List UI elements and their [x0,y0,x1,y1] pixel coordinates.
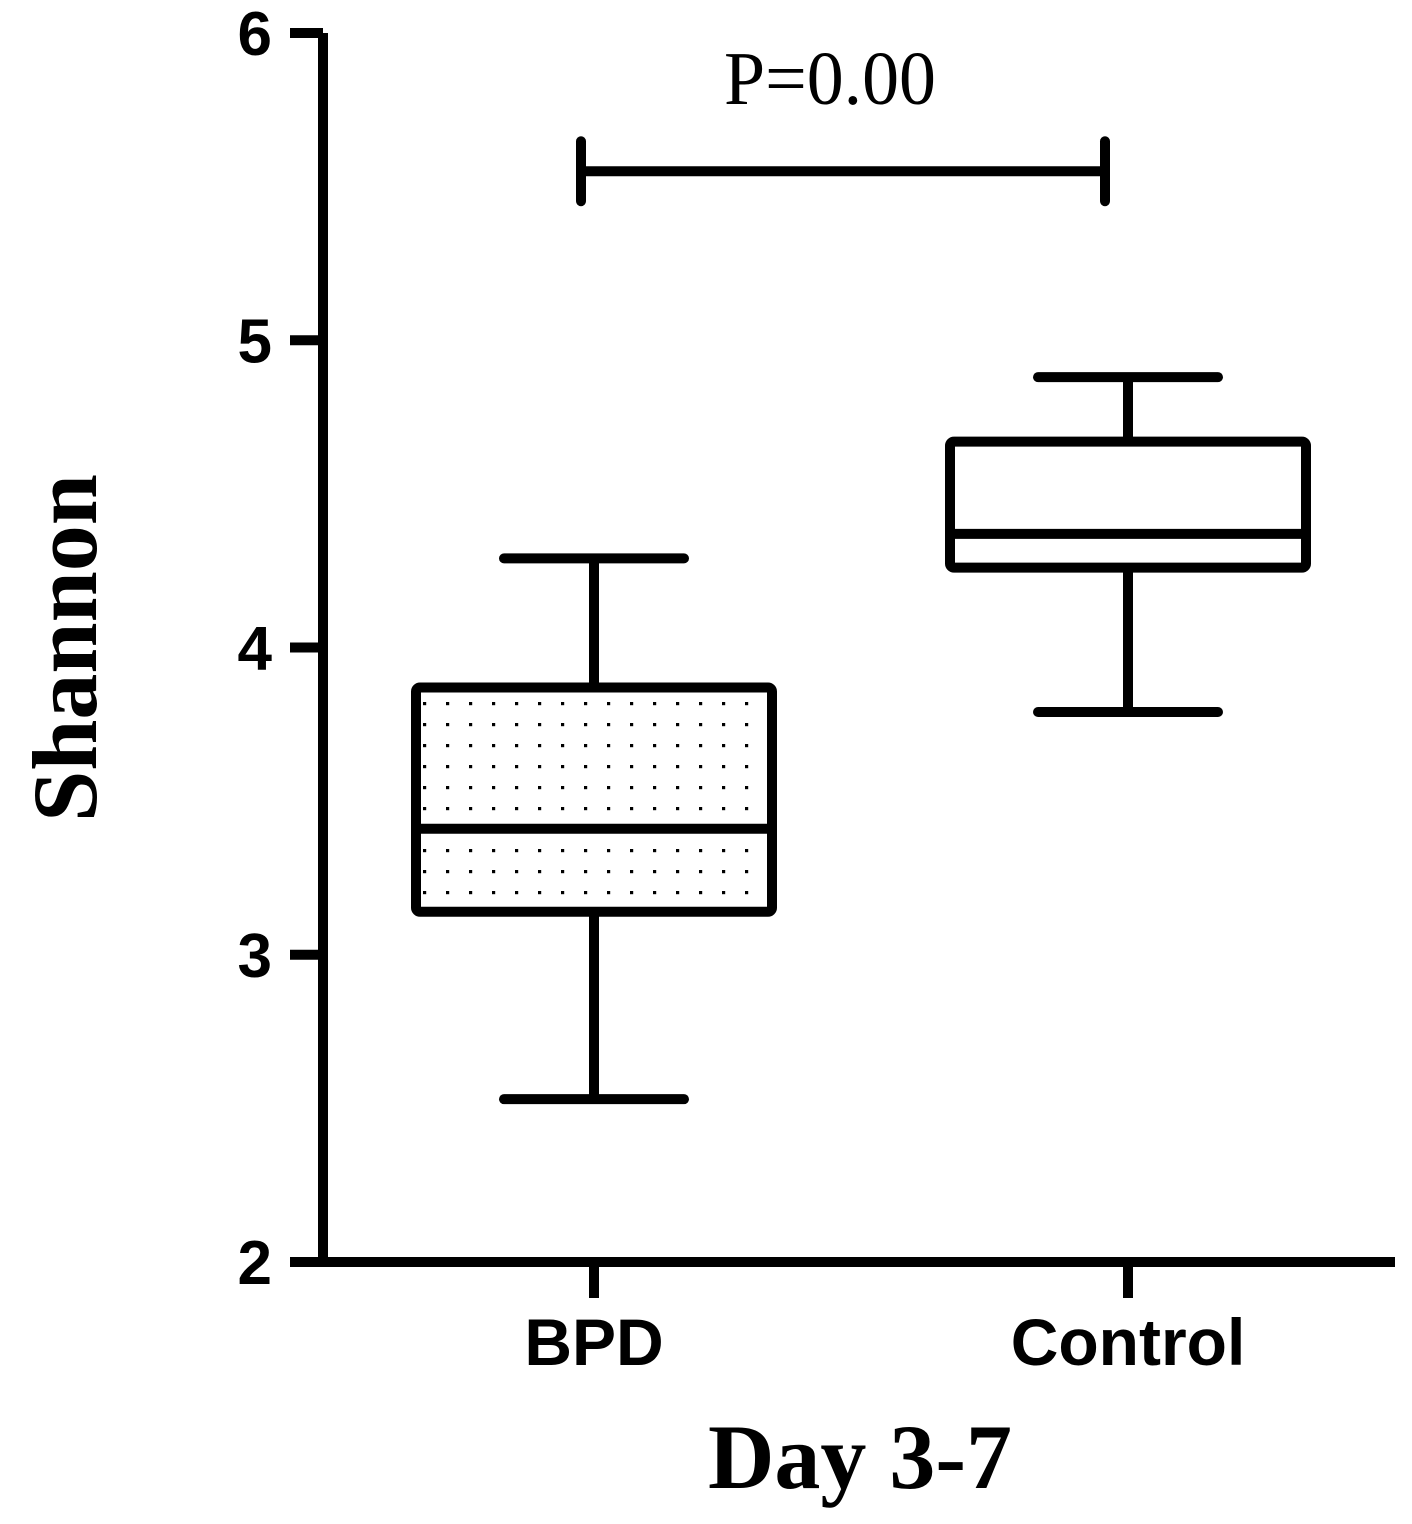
box-bpd [411,553,777,1105]
x-tick-label-control: Control [1011,1305,1246,1379]
significance-bracket [576,136,1110,207]
x-axis: BPD Control [290,1257,1395,1379]
significance-annotation: P=0.00 [576,37,1110,207]
y-ticks: 2 3 4 5 6 [238,0,323,1298]
y-tick-label: 4 [238,615,273,684]
iqr-box [945,436,1311,573]
x-ticks: BPD Control [524,1262,1245,1379]
box-control [945,372,1311,718]
x-tick-label-bpd: BPD [524,1305,663,1379]
iqr-box [411,682,777,917]
plot-area [411,372,1311,1105]
x-axis-title: Day 3-7 [708,1406,1012,1508]
y-axis-title: Shannon [14,474,116,822]
y-tick-label: 5 [238,307,272,376]
y-tick-label: 3 [238,922,272,991]
p-value-label: P=0.00 [724,37,936,121]
y-tick-label: 6 [238,0,272,69]
y-axis: 2 3 4 5 6 [238,0,328,1298]
y-tick-label: 2 [238,1229,272,1298]
